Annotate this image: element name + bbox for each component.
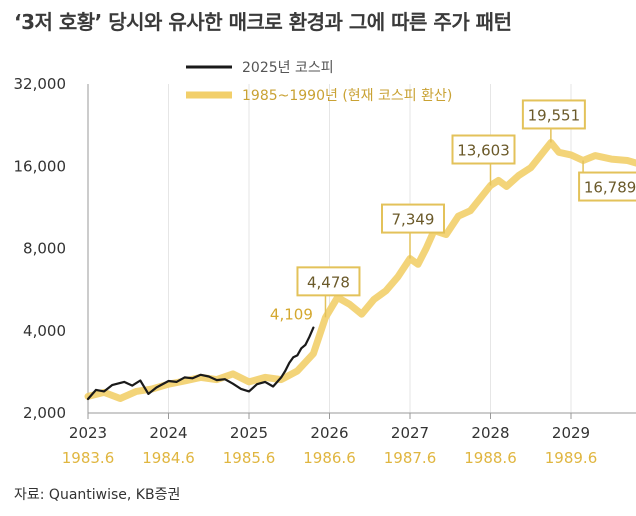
legend: 2025년 코스피 1985~1990년 (현재 코스피 환산) bbox=[186, 60, 452, 104]
series-line-1985-1990 bbox=[84, 139, 636, 402]
x-tick-label: 2026 bbox=[310, 424, 348, 442]
y-axis: 32,000 16,000 8,000 4,000 2,000 bbox=[14, 75, 89, 422]
x-tick-label-secondary: 1983.6 bbox=[62, 449, 115, 467]
annotation-box bbox=[296, 266, 361, 297]
x-tick-label-secondary: 1987.6 bbox=[384, 449, 437, 467]
annotation-box bbox=[451, 134, 516, 165]
annotation-label: 13,603 bbox=[457, 142, 510, 160]
series-lines bbox=[84, 139, 636, 402]
x-tick-label: 2029 bbox=[552, 424, 590, 442]
x-tick-label: 2024 bbox=[149, 424, 187, 442]
x-axis: 2023 1983.6 2024 1984.6 2025 1985.6 2026 1986.6… bbox=[62, 413, 598, 467]
x-tick-label: 2023 bbox=[69, 424, 107, 442]
x-tick-label-secondary: 1988.6 bbox=[464, 449, 517, 467]
x-tick-label-secondary: 1984.6 bbox=[142, 449, 195, 467]
legend-label-1985: 1985~1990년 (현재 코스피 환산) bbox=[242, 88, 452, 104]
annotation-label: 19,551 bbox=[528, 106, 581, 124]
series-line-2025-kospi bbox=[86, 326, 315, 401]
x-tick-label-secondary: 1986.6 bbox=[303, 449, 356, 467]
x-tick-label: 2025 bbox=[230, 424, 268, 442]
annotation-box bbox=[381, 203, 445, 234]
x-tick-label: 2028 bbox=[471, 424, 509, 442]
annotation-label: 4,478 bbox=[307, 273, 350, 291]
annotation-label: 7,349 bbox=[392, 211, 435, 229]
y-tick-label: 2,000 bbox=[23, 404, 66, 422]
chart-title: ‘3저 호황’ 당시와 유사한 매크로 환경과 그에 따른 주가 패턴 bbox=[14, 10, 512, 34]
x-tick-label-secondary: 1985.6 bbox=[223, 449, 276, 467]
annotations: 19,551 13,603 16,789 7,349 4,478 4,109 bbox=[270, 99, 636, 324]
y-tick-label: 8,000 bbox=[23, 240, 66, 258]
x-tick-label: 2027 bbox=[391, 424, 429, 442]
y-tick-label: 4,000 bbox=[23, 322, 66, 340]
annotation-box bbox=[521, 99, 586, 130]
x-tick-label-secondary: 1989.6 bbox=[545, 449, 598, 467]
y-tick-label: 32,000 bbox=[14, 75, 67, 93]
grid-lines bbox=[168, 84, 572, 413]
source-note: 자료: Quantiwise, KB증권 bbox=[14, 487, 181, 503]
annotation-label: 4,109 bbox=[270, 306, 313, 324]
legend-label-2025: 2025년 코스피 bbox=[242, 60, 334, 76]
y-tick-label: 16,000 bbox=[14, 157, 67, 175]
annotation-box bbox=[578, 171, 636, 202]
annotation-label: 16,789 bbox=[584, 179, 636, 197]
